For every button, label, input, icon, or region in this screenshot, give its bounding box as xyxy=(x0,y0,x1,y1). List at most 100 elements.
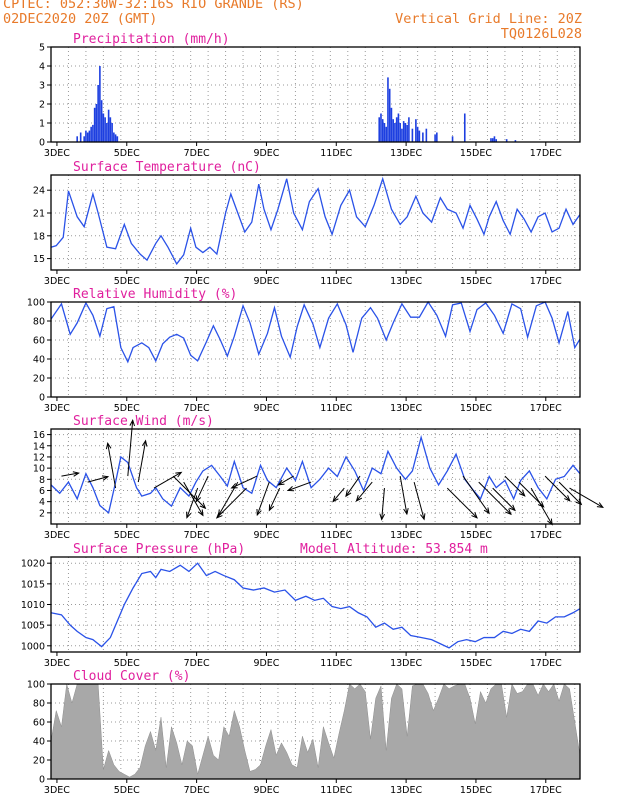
xtick-label: 15DEC xyxy=(460,658,492,669)
ytick-label: 12 xyxy=(33,452,45,463)
precip-bar xyxy=(416,126,419,142)
wind-vector xyxy=(544,475,571,502)
precip-bar xyxy=(408,117,410,142)
precip-bar xyxy=(79,132,82,142)
xtick-label: 13DEC xyxy=(390,276,422,287)
xtick-label: 7DEC xyxy=(184,148,210,159)
precip-bar xyxy=(425,128,428,142)
xtick-label: 17DEC xyxy=(530,403,562,414)
panel-frame xyxy=(50,428,581,525)
precip-bar xyxy=(88,130,91,142)
ytick-label: 1005 xyxy=(21,621,45,632)
run-datetime: 02DEC2020 20Z (GMT) xyxy=(3,11,158,27)
precip-bar xyxy=(402,121,405,142)
panel-frame xyxy=(50,46,581,143)
wind-vector xyxy=(379,488,385,521)
ytick-label: 1010 xyxy=(21,600,45,611)
wind-vector xyxy=(446,487,478,519)
ytick-label: 1 xyxy=(39,119,45,130)
ytick-label: 6 xyxy=(39,486,45,497)
wind-vector xyxy=(87,475,110,483)
xtick-label: 3DEC xyxy=(44,658,70,669)
precip-bar xyxy=(76,136,78,142)
panel-cloud-cover: 0 20 40 60 80 100 3DEC 5DEC 7DEC 9DEC 11DEC 13DEC 15… xyxy=(27,669,581,796)
ytick-label: 10 xyxy=(33,464,45,475)
wind-vector xyxy=(399,476,409,516)
precip-bar xyxy=(380,113,382,142)
panel-humidity: 0 20 40 60 80 100 3DEC 5DEC 7DEC 9DEC 11DEC 13DEC 15… xyxy=(27,287,581,414)
ytick-label: 1020 xyxy=(21,559,45,570)
precip-bar xyxy=(106,123,108,142)
wind-vector xyxy=(277,475,294,486)
ytick-label: 100 xyxy=(27,680,45,691)
xtick-label: 9DEC xyxy=(253,276,279,287)
xtick-label: 5DEC xyxy=(114,658,140,669)
wind-vector xyxy=(462,475,490,515)
precip-bar xyxy=(394,123,396,142)
wind-vector xyxy=(186,487,199,519)
precip-bar xyxy=(436,132,438,142)
xtick-label: 7DEC xyxy=(184,530,210,541)
wind-vector xyxy=(61,471,80,477)
precip-bar xyxy=(385,126,388,142)
panel-frame xyxy=(50,556,581,653)
model-code: TQ0126L028 xyxy=(500,26,582,42)
wind-vector xyxy=(478,481,512,516)
panel-title-temperature: Surface Temperature (nC) xyxy=(73,160,261,175)
ytick-label: 4 xyxy=(39,497,45,508)
ytick-label: 60 xyxy=(33,336,45,347)
wind-vector xyxy=(569,487,604,508)
ytick-label: 80 xyxy=(33,699,45,710)
xtick-label: 5DEC xyxy=(114,403,140,414)
wind-vector xyxy=(332,487,345,503)
ytick-label: 100 xyxy=(27,298,45,309)
xtick-label: 3DEC xyxy=(44,785,70,796)
xtick-label: 17DEC xyxy=(530,148,562,159)
xtick-label: 15DEC xyxy=(460,530,492,541)
panel-frame xyxy=(50,174,581,271)
precip-bar xyxy=(401,128,403,142)
ytick-label: 3 xyxy=(39,81,45,92)
xtick-label: 11DEC xyxy=(320,658,352,669)
ytick-label: 16 xyxy=(33,430,45,441)
precip-bar xyxy=(505,139,508,142)
ytick-label: 1015 xyxy=(21,579,45,590)
ytick-label: 0 xyxy=(39,138,45,149)
xtick-label: 5DEC xyxy=(114,530,140,541)
precip-bar xyxy=(514,140,517,142)
wind-vector xyxy=(492,487,516,512)
precip-bar xyxy=(95,104,98,142)
xtick-label: 7DEC xyxy=(184,785,210,796)
precip-bar xyxy=(418,130,421,142)
precip-bar xyxy=(404,123,407,142)
ytick-label: 0 xyxy=(39,775,45,786)
precip-bar xyxy=(83,136,85,142)
xtick-label: 13DEC xyxy=(390,403,422,414)
wind-vector xyxy=(215,487,247,519)
xtick-label: 11DEC xyxy=(320,403,352,414)
precip-bar xyxy=(116,136,119,142)
wind-vector xyxy=(413,481,426,521)
ytick-label: 14 xyxy=(33,441,45,452)
series-line-pressure xyxy=(50,562,581,649)
precip-bar xyxy=(495,139,497,142)
ytick-label: 18 xyxy=(33,231,45,242)
precip-bar xyxy=(399,123,401,142)
precip-bar xyxy=(387,77,389,142)
panel-title-cloud-cover: Cloud Cover (%) xyxy=(73,669,190,684)
wind-vector xyxy=(268,487,281,512)
precip-bar xyxy=(93,107,96,142)
xtick-label: 5DEC xyxy=(114,148,140,159)
ytick-label: 5 xyxy=(39,43,45,54)
panel-frame xyxy=(50,683,581,780)
wind-vector xyxy=(105,442,117,489)
precip-bar xyxy=(111,123,113,142)
xtick-label: 7DEC xyxy=(184,276,210,287)
ytick-label: 2 xyxy=(39,100,45,111)
precip-bar xyxy=(86,132,89,142)
wind-vector xyxy=(286,481,312,492)
precip-bar xyxy=(463,113,466,142)
xtick-label: 17DEC xyxy=(530,276,562,287)
precip-bar xyxy=(104,117,106,142)
precip-bar xyxy=(114,134,117,142)
